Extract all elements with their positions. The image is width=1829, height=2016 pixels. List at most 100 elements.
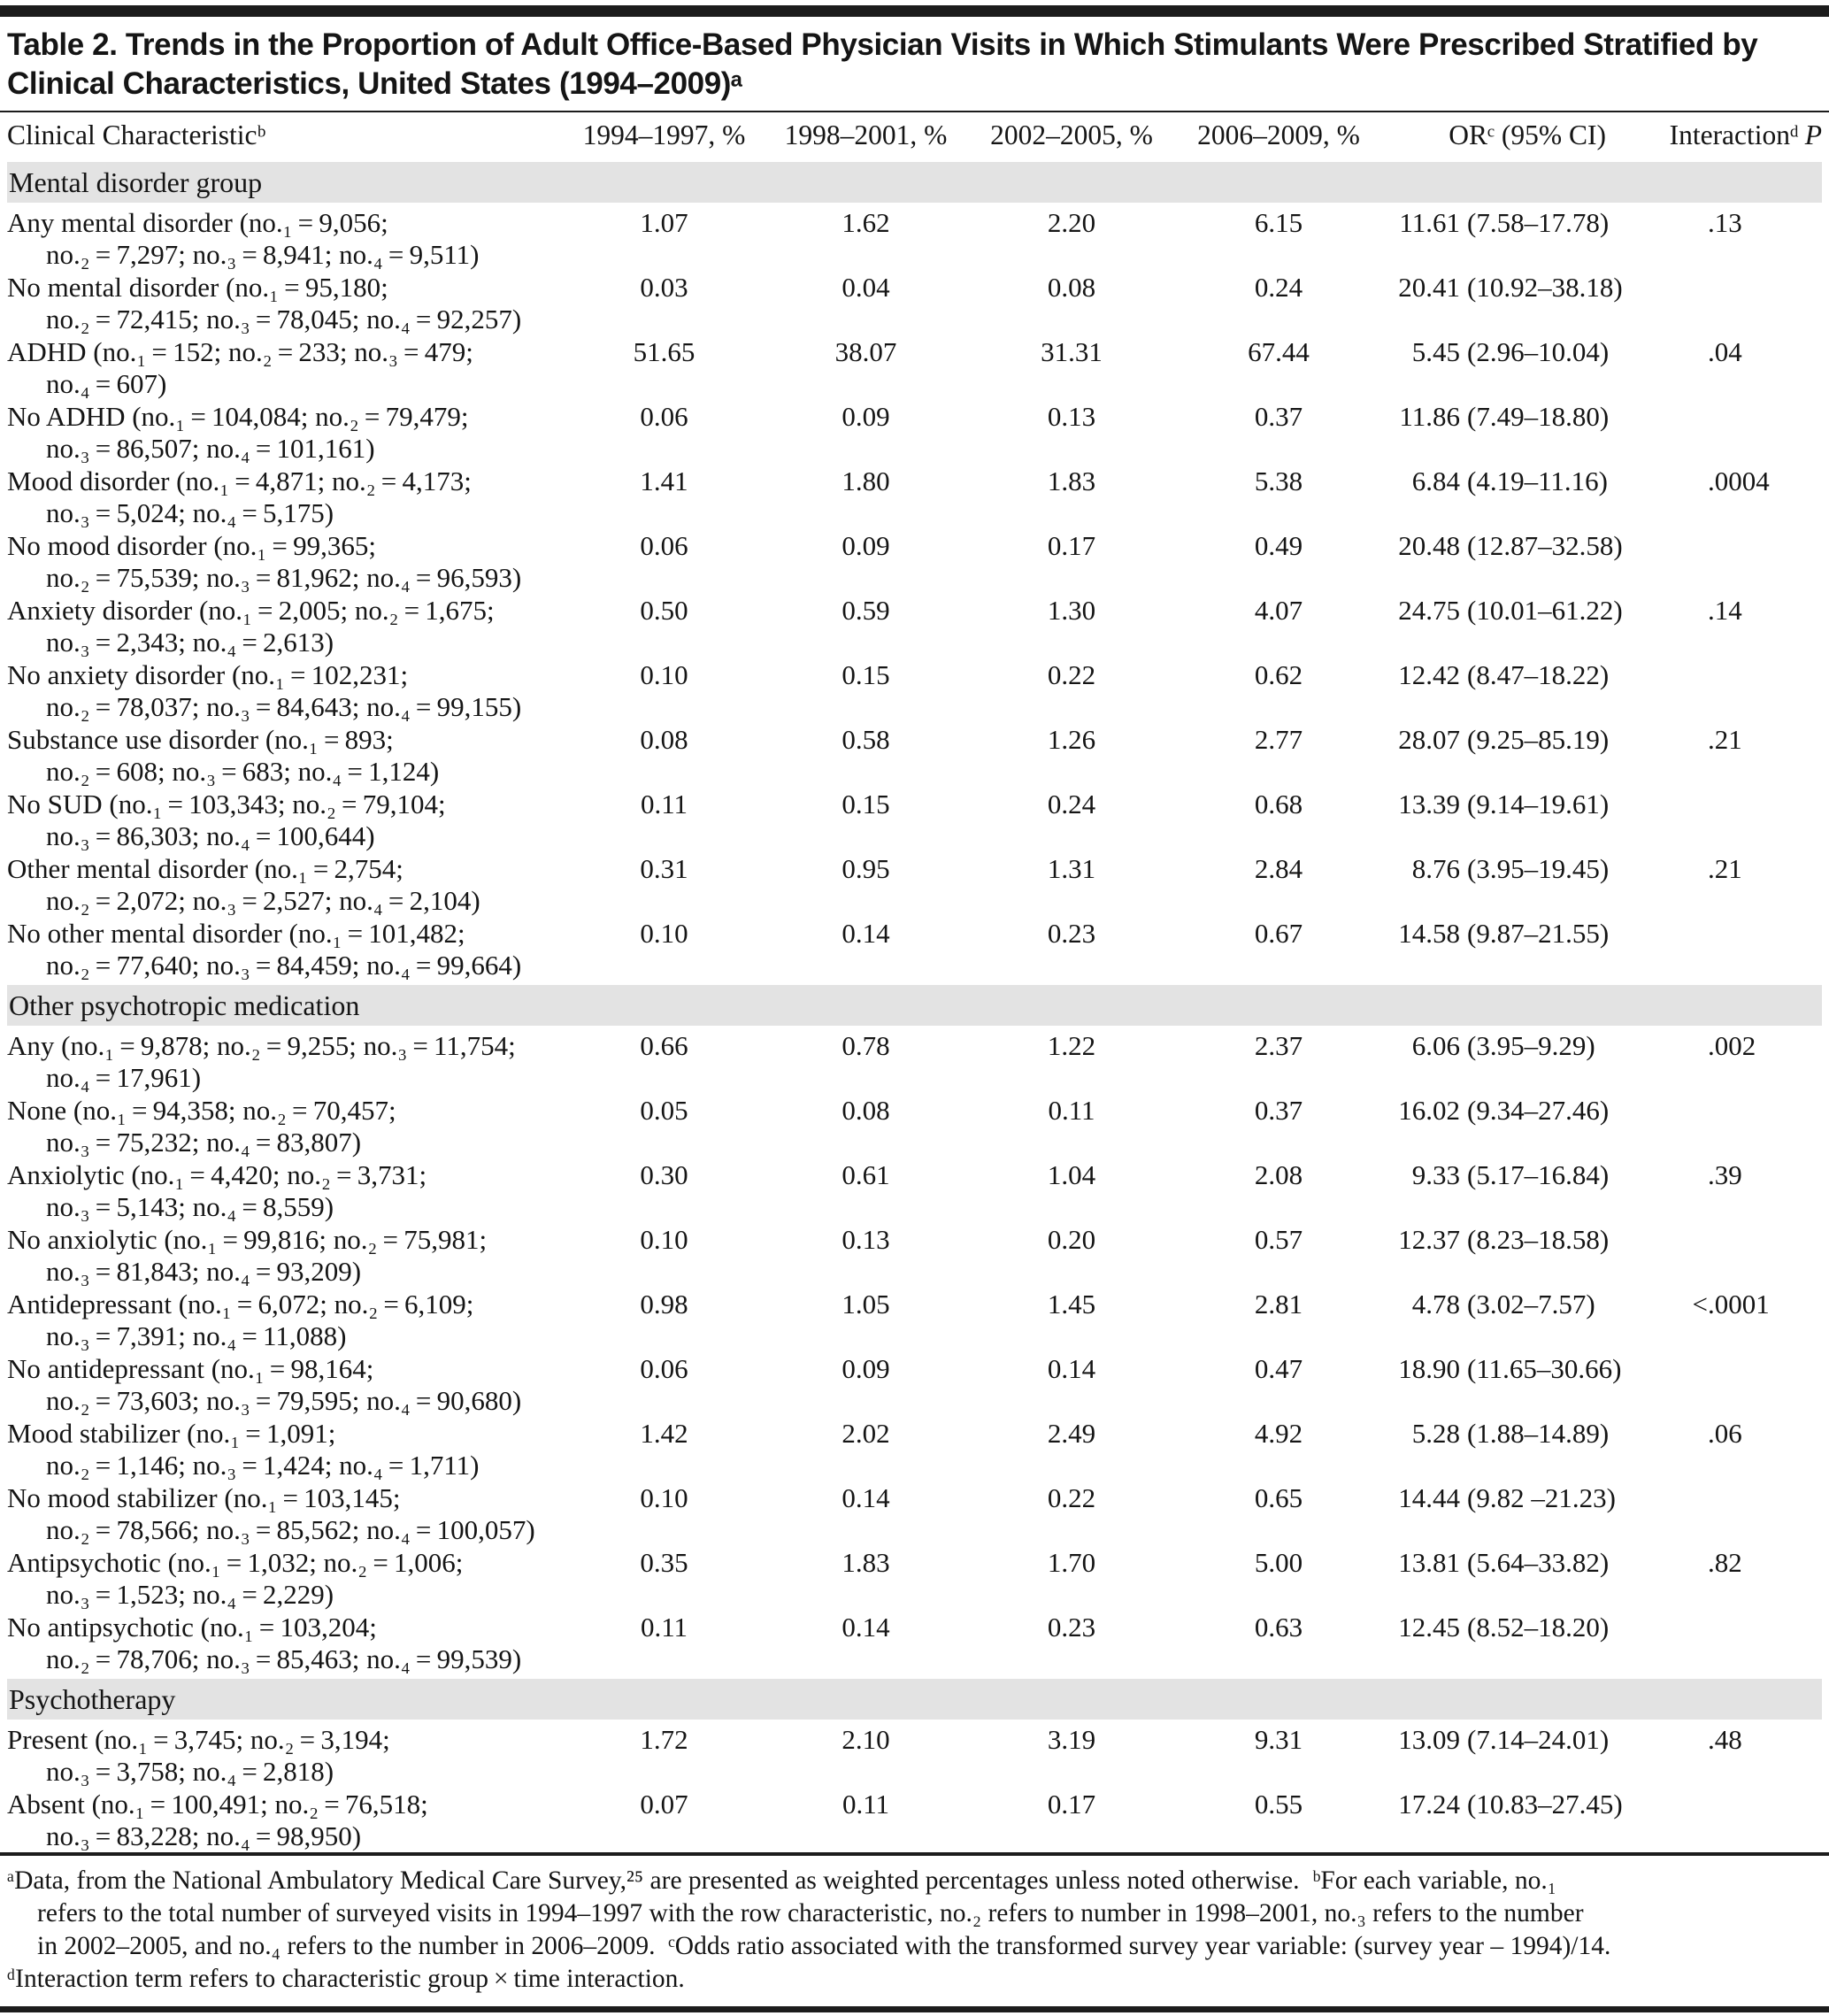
odds-ratio-value: 11.86 xyxy=(1399,401,1460,432)
interaction-p-cell: .002 xyxy=(1621,1027,1822,1094)
pct-1998-2001-cell: 1.62 xyxy=(841,207,890,238)
pct-2002-2005-cell: 1.83 xyxy=(1047,466,1096,496)
pct-2002-2005-cell: 0.17 xyxy=(1047,1789,1096,1820)
footnote-line: in 2002–2005, and no.₄ refers to the num… xyxy=(37,1932,1611,1960)
characteristic-line1: Substance use disorder (no.₁ = 893; xyxy=(7,724,394,755)
interaction-p-cell xyxy=(1621,1094,1822,1158)
odds-ratio-value: 17.24 xyxy=(1398,1789,1460,1820)
characteristic-line1: Any (no.₁ = 9,878; no.₂ = 9,255; no.₃ = … xyxy=(7,1030,516,1061)
characteristic-cell: No mood stabilizer (no.₁ = 103,145; no.₂… xyxy=(7,1481,565,1546)
interaction-p-cell xyxy=(1621,1788,1822,1852)
characteristic-line2: no.₂ = 72,415; no.₃ = 78,045; no.₄ = 92,… xyxy=(46,304,522,335)
table-body: Mental disorder group Any mental disorde… xyxy=(7,158,1822,1852)
pct-1998-2001-cell: 2.02 xyxy=(841,1418,890,1449)
characteristic-cell: ADHD (no.₁ = 152; no.₂ = 233; no.₃ = 479… xyxy=(7,335,565,400)
odds-ratio-cell: 11.61 (7.58–17.78) xyxy=(1382,204,1621,271)
pct-1998-2001-cell: 1.83 xyxy=(841,1547,890,1578)
interaction-p-cell: .82 xyxy=(1621,1546,1822,1611)
characteristic-line1: Anxiety disorder (no.₁ = 2,005; no.₂ = 1… xyxy=(7,595,495,626)
pct-2002-2005-cell: 31.31 xyxy=(1041,336,1103,367)
confidence-interval: (9.34–27.46) xyxy=(1467,1095,1610,1126)
pct-2002-2005-cell: 3.19 xyxy=(1047,1724,1096,1755)
characteristic-line1: No mental disorder (no.₁ = 95,180; xyxy=(7,272,388,303)
confidence-interval: (1.88–14.89) xyxy=(1467,1418,1610,1449)
p-value: .002 xyxy=(1708,1030,1756,1061)
table-row: None (no.₁ = 94,358; no.₂ = 70,457; no.₃… xyxy=(7,1094,1822,1158)
pct-1994-1997-cell: 0.10 xyxy=(640,659,688,690)
odds-ratio-cell: 16.02 (9.34–27.46) xyxy=(1382,1094,1621,1158)
odds-ratio-value: 28.07 xyxy=(1398,724,1460,755)
characteristic-line2: no.₂ = 77,640; no.₃ = 84,459; no.₄ = 99,… xyxy=(46,950,522,981)
odds-ratio-value: 4.78 xyxy=(1411,1289,1460,1320)
odds-ratio-cell: 14.44 (9.82 –21.23) xyxy=(1382,1481,1621,1546)
pct-1994-1997-cell: 0.07 xyxy=(640,1789,688,1820)
odds-ratio-cell: 6.06 (3.95–9.29) xyxy=(1382,1027,1621,1094)
characteristic-line1: ADHD (no.₁ = 152; no.₂ = 233; no.₃ = 479… xyxy=(7,336,473,367)
pct-2002-2005-cell: 1.22 xyxy=(1047,1030,1096,1061)
interaction-p-cell: .13 xyxy=(1621,204,1822,271)
pct-1994-1997-cell: 0.30 xyxy=(640,1159,688,1190)
odds-ratio-value: 13.09 xyxy=(1398,1724,1460,1755)
pct-1998-2001-cell: 0.78 xyxy=(841,1030,890,1061)
characteristic-line2: no.₂ = 608; no.₃ = 683; no.₄ = 1,124) xyxy=(46,756,440,787)
footnote-separator-rule xyxy=(0,1852,1829,1856)
characteristic-line2: no.₃ = 5,024; no.₄ = 5,175) xyxy=(46,497,334,528)
pct-2006-2009-cell: 0.55 xyxy=(1254,1789,1303,1820)
pct-2006-2009-cell: 5.38 xyxy=(1254,466,1303,496)
pct-2002-2005-cell: 0.14 xyxy=(1047,1353,1096,1384)
confidence-interval: (3.95–9.29) xyxy=(1467,1030,1595,1061)
odds-ratio-cell: 14.58 (9.87–21.55) xyxy=(1382,917,1621,983)
table-row: Anxiolytic (no.₁ = 4,420; no.₂ = 3,731; … xyxy=(7,1158,1822,1223)
characteristic-line1: No SUD (no.₁ = 103,343; no.₂ = 79,104; xyxy=(7,789,446,819)
pct-2002-2005-cell: 1.31 xyxy=(1047,853,1096,884)
section-header-label: Psychotherapy xyxy=(7,1675,1822,1723)
confidence-interval: (10.92–38.18) xyxy=(1467,272,1623,303)
characteristic-line2: no.₂ = 73,603; no.₃ = 79,595; no.₄ = 90,… xyxy=(46,1385,522,1416)
interaction-p-cell xyxy=(1621,400,1822,465)
pct-1998-2001-cell: 38.07 xyxy=(834,336,897,367)
characteristic-line2: no.₃ = 5,143; no.₄ = 8,559) xyxy=(46,1191,334,1222)
odds-ratio-cell: 18.90 (11.65–30.66) xyxy=(1382,1352,1621,1417)
p-value: .06 xyxy=(1708,1418,1742,1449)
pct-1994-1997-cell: 1.72 xyxy=(640,1724,688,1755)
table-row: No anxiolytic (no.₁ = 99,816; no.₂ = 75,… xyxy=(7,1223,1822,1288)
pct-1994-1997-cell: 0.03 xyxy=(640,272,688,303)
column-header-1994-1997: 1994–1997, % xyxy=(582,119,746,150)
odds-ratio-cell: 13.39 (9.14–19.61) xyxy=(1382,788,1621,852)
pct-2006-2009-cell: 2.08 xyxy=(1254,1159,1303,1190)
p-value: .21 xyxy=(1708,853,1742,884)
characteristic-cell: No mental disorder (no.₁ = 95,180; no.₂ … xyxy=(7,271,565,335)
characteristic-line2: no.₂ = 75,539; no.₃ = 81,962; no.₄ = 96,… xyxy=(46,562,522,593)
pct-2002-2005-cell: 0.13 xyxy=(1047,401,1096,432)
pct-2006-2009-cell: 4.07 xyxy=(1254,595,1303,626)
p-label: P xyxy=(1804,119,1822,150)
interaction-p-cell xyxy=(1621,1223,1822,1288)
interaction-p-cell xyxy=(1621,529,1822,594)
odds-ratio-cell: 17.24 (10.83–27.45) xyxy=(1382,1788,1622,1852)
characteristic-cell: Antipsychotic (no.₁ = 1,032; no.₂ = 1,00… xyxy=(7,1546,565,1611)
characteristic-cell: Present (no.₁ = 3,745; no.₂ = 3,194; no.… xyxy=(7,1721,565,1788)
pct-1994-1997-cell: 0.08 xyxy=(640,724,688,755)
pct-1994-1997-cell: 0.10 xyxy=(640,1224,688,1255)
characteristic-line1: Any mental disorder (no.₁ = 9,056; xyxy=(7,207,388,238)
characteristic-line1: No ADHD (no.₁ = 104,084; no.₂ = 79,479; xyxy=(7,401,469,432)
odds-ratio-cell: 13.81 (5.64–33.82) xyxy=(1382,1546,1621,1611)
confidence-interval: (5.64–33.82) xyxy=(1467,1547,1610,1578)
odds-ratio-value: 13.81 xyxy=(1398,1547,1460,1578)
pct-2002-2005-cell: 0.24 xyxy=(1047,789,1096,819)
pct-1994-1997-cell: 0.05 xyxy=(640,1095,688,1126)
pct-1998-2001-cell: 0.09 xyxy=(841,401,890,432)
confidence-interval: (9.14–19.61) xyxy=(1467,789,1610,819)
odds-ratio-cell: 12.37 (8.23–18.58) xyxy=(1382,1223,1621,1288)
confidence-interval: (4.19–11.16) xyxy=(1467,466,1608,496)
characteristic-line1: No antidepressant (no.₁ = 98,164; xyxy=(7,1353,374,1384)
interaction-p-cell: .14 xyxy=(1621,594,1822,658)
column-header-1998-2001: 1998–2001, % xyxy=(784,119,948,150)
characteristic-line1: No mood disorder (no.₁ = 99,365; xyxy=(7,530,376,561)
p-value: .13 xyxy=(1708,207,1742,238)
pct-2002-2005-cell: 1.04 xyxy=(1047,1159,1096,1190)
pct-2002-2005-cell: 0.22 xyxy=(1047,1482,1096,1513)
pct-1998-2001-cell: 0.59 xyxy=(841,595,890,626)
characteristic-line1: Present (no.₁ = 3,745; no.₂ = 3,194; xyxy=(7,1724,390,1755)
characteristic-line1: Mood stabilizer (no.₁ = 1,091; xyxy=(7,1418,336,1449)
